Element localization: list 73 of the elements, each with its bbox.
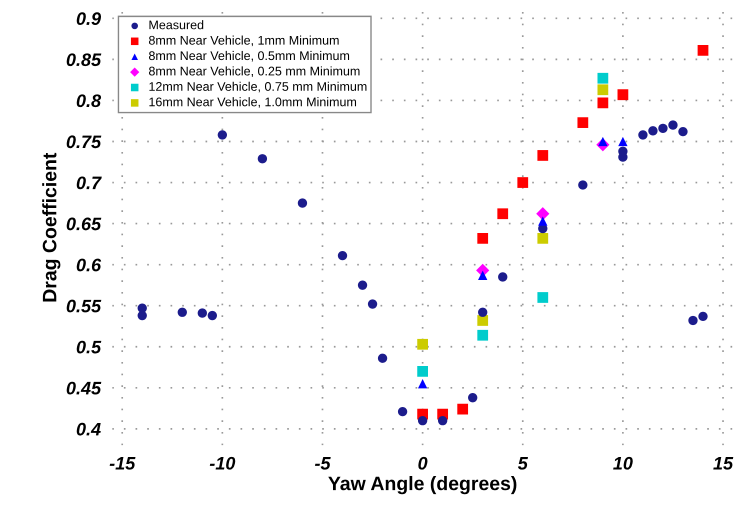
y-tick-label: 0.45 [66, 382, 102, 395]
y-tick-label: 0.4 [76, 422, 101, 436]
point [418, 416, 428, 426]
point [478, 270, 488, 280]
point [668, 120, 678, 130]
point [698, 312, 708, 322]
y-tick-label: 0.85 [66, 53, 102, 66]
x-tick-label: -15 [110, 457, 136, 470]
point [618, 89, 628, 100]
legend-label: 12mm Near Vehicle, 0.75 mm Minimum [149, 82, 366, 92]
point [648, 126, 658, 136]
point [537, 150, 548, 161]
x-axis-title: Yaw Angle (degrees) [328, 476, 516, 494]
y-tick-label: 0.75 [66, 135, 102, 148]
point [638, 130, 648, 140]
x-tick-label: 0 [418, 456, 428, 470]
point [477, 330, 488, 341]
legend-label: 8mm Near Vehicle, 0.25 mm Minimum [148, 66, 360, 77]
point [258, 154, 268, 164]
point [178, 308, 187, 317]
point [368, 299, 378, 309]
point [497, 208, 508, 220]
point [218, 130, 228, 140]
point [417, 338, 428, 350]
y-tick-label: 0.5 [76, 340, 102, 354]
point [457, 404, 468, 415]
x-tick-label: 10 [613, 456, 633, 470]
legend-label: 8mm Near Vehicle, 0.5mm Minimum [148, 50, 350, 62]
point [597, 84, 608, 96]
point [618, 136, 628, 146]
point [577, 117, 588, 128]
x-tick-label: 5 [518, 457, 528, 470]
y-axis-title: Drag Coefficient [42, 152, 60, 302]
point [597, 72, 608, 84]
point [418, 379, 428, 388]
point [537, 292, 548, 303]
point [208, 310, 217, 320]
point [536, 207, 550, 220]
y-tick-label: 0.9 [76, 12, 102, 26]
legend-label: 8mm Near Vehicle, 1mm Minimum [148, 36, 339, 46]
point [538, 216, 548, 226]
y-tick-label: 0.7 [76, 176, 102, 190]
point [417, 366, 428, 377]
point [498, 272, 508, 282]
point [698, 44, 708, 56]
point [338, 250, 348, 260]
x-tick-label: -5 [314, 457, 331, 470]
point [198, 308, 207, 318]
point [298, 198, 308, 208]
point [477, 315, 488, 326]
point [478, 308, 488, 317]
point [658, 124, 668, 134]
point [688, 316, 698, 326]
x-tick-label: -10 [210, 456, 236, 470]
y-tick-label: 0.65 [66, 218, 102, 230]
point [468, 393, 478, 402]
legend-label: 16mm Near Vehicle, 1.0mm Minimum [149, 97, 356, 108]
y-tick-label: 0.55 [66, 300, 102, 312]
point [358, 280, 368, 290]
x-tick-label: 15 [713, 457, 734, 470]
point [578, 180, 588, 190]
point [477, 232, 488, 244]
point [378, 354, 388, 363]
point [138, 310, 147, 320]
point [398, 406, 408, 416]
point [678, 126, 688, 136]
y-tick-label: 0.8 [76, 94, 102, 108]
point [597, 98, 608, 108]
point [438, 416, 448, 426]
legend-label: Measured [149, 20, 204, 30]
point [517, 177, 528, 188]
y-tick-label: 0.6 [76, 258, 102, 272]
point [537, 232, 548, 244]
